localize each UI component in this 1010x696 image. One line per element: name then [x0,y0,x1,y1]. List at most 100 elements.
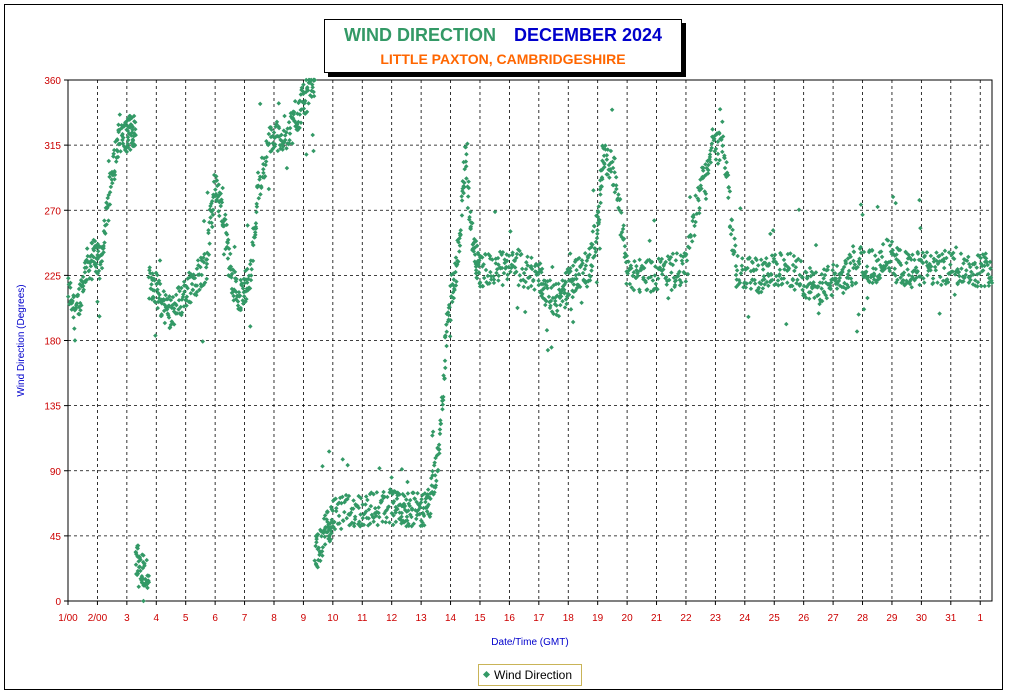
data-point [785,280,790,285]
data-point [366,507,372,512]
data-point [348,510,354,515]
x-tick-label: 7 [242,613,248,624]
data-point [341,518,346,524]
data-point [199,272,204,278]
data-point [568,268,573,274]
data-point [496,262,501,267]
data-point [921,276,926,281]
data-point [978,283,984,289]
data-point [808,273,814,279]
data-point [758,257,764,263]
data-point [256,183,261,189]
data-point [431,463,437,468]
data-point [426,502,431,507]
data-point [188,300,193,305]
data-point [915,269,920,274]
data-point [523,266,529,272]
data-point [155,287,160,292]
x-tick-label: 10 [327,613,339,624]
data-point [677,269,682,274]
data-point [744,281,750,286]
data-point [977,271,982,276]
data-point [89,240,95,246]
data-point [653,264,658,269]
data-point [594,280,600,285]
data-point [925,272,930,278]
data-point [758,281,764,287]
data-point [440,402,446,407]
data-point [155,272,160,278]
data-point [777,267,783,272]
data-point [393,519,399,525]
data-point [664,282,670,287]
data-point [356,505,362,511]
data-point [964,258,970,263]
data-point [382,494,387,500]
data-point [418,500,424,505]
data-point [986,283,992,289]
data-point [988,275,994,280]
data-point [669,287,674,293]
data-point [849,283,855,288]
data-point [303,77,309,83]
data-point [938,274,943,280]
data-point [752,281,758,286]
data-point [360,515,366,521]
data-point [433,483,439,488]
data-point [863,270,868,276]
data-point [512,265,518,270]
data-point [313,543,318,549]
x-tick-label: 22 [680,613,692,624]
data-point [350,506,356,512]
data-point [194,283,200,288]
data-point [163,292,168,298]
data-point [190,287,196,293]
data-point [928,264,934,269]
data-point [500,282,505,288]
data-point [959,266,964,271]
data-point [906,272,912,278]
data-point [357,519,362,525]
data-point [529,255,534,261]
data-point [798,258,804,264]
data-point [229,275,234,280]
data-point [673,278,679,283]
data-point [525,285,531,291]
data-point [363,509,369,514]
data-point [771,256,777,262]
data-point [630,273,636,279]
data-point [762,282,767,287]
data-point [739,263,745,268]
data-point [495,255,501,261]
data-point [109,177,115,182]
data-point [358,512,363,517]
data-point [682,271,687,276]
data-point [430,468,435,474]
data-point [556,281,561,286]
data-point [491,280,497,286]
data-point [333,508,339,514]
data-point [352,516,358,522]
data-point [928,268,933,273]
data-point [371,519,376,524]
data-point [351,523,357,529]
data-point [574,276,579,282]
data-point [394,496,400,501]
data-point [92,238,98,244]
data-point [812,295,817,301]
data-point [406,508,411,513]
x-tick-label: 14 [445,613,457,624]
data-point [982,283,987,289]
data-point [107,189,113,195]
data-point [340,457,345,462]
data-point [549,285,554,291]
data-point [837,275,843,281]
chart-title-period: DECEMBER 2024 [513,25,663,45]
data-point [645,287,650,292]
data-point [506,253,512,259]
data-point [931,256,937,262]
data-point [637,289,643,295]
chart-title-box: WIND DIRECTION DECEMBER 2024 LITTLE PAXTO… [324,19,682,73]
data-point [986,280,992,285]
